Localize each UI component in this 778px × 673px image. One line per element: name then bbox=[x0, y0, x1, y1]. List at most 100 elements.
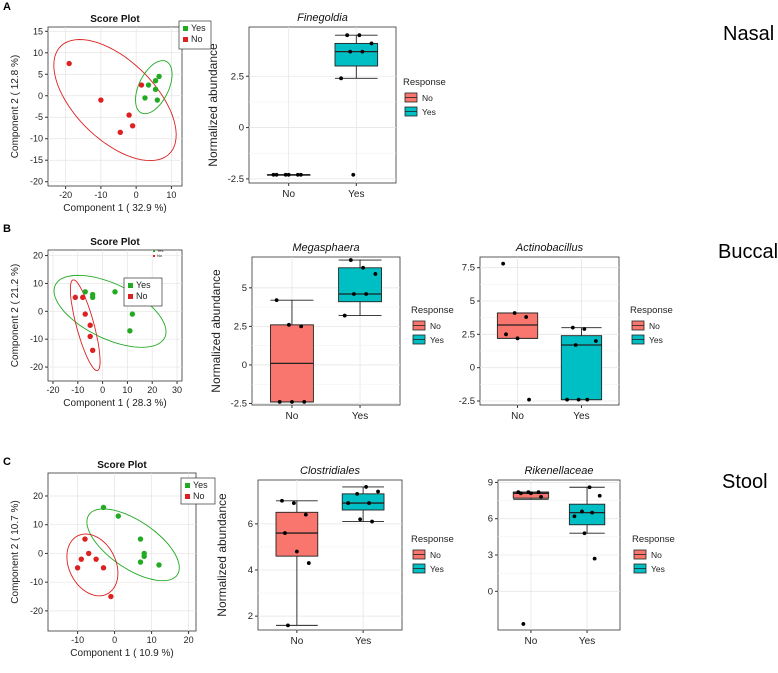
data-point-yes bbox=[141, 553, 147, 560]
y-tick-label: 0 bbox=[488, 586, 493, 597]
jitter-point bbox=[355, 491, 360, 496]
box-plot-clostridiales: 2 4 6 No Yes Clostridiales Normalized abundanc… bbox=[215, 465, 454, 647]
x-tick-label: No bbox=[286, 411, 299, 422]
y-tick-label: 7.5 bbox=[462, 263, 475, 274]
chart-title: Score Plot bbox=[97, 460, 147, 471]
data-point-yes bbox=[154, 97, 161, 103]
jitter-point bbox=[348, 49, 353, 54]
y-tick-label: -20 bbox=[30, 606, 43, 616]
y-tick-label: 2 bbox=[248, 611, 253, 622]
jitter-point bbox=[593, 339, 598, 343]
jitter-point bbox=[580, 509, 584, 514]
jitter-point bbox=[504, 332, 508, 337]
jitter-point bbox=[536, 490, 541, 494]
legend-title: Response bbox=[411, 534, 454, 545]
jitter-point bbox=[527, 397, 531, 402]
y-tick-label: 4 bbox=[248, 565, 253, 576]
y-axis-label: Component 2 ( 10.7 %) bbox=[10, 500, 21, 603]
jitter-point bbox=[294, 549, 299, 554]
jitter-point bbox=[298, 172, 303, 177]
data-point-no bbox=[78, 556, 85, 562]
data-point-no bbox=[100, 565, 107, 571]
y-tick-label: 3 bbox=[488, 550, 493, 561]
jitter-point bbox=[370, 519, 374, 524]
jitter-point bbox=[280, 498, 284, 503]
legend-label: Yes bbox=[651, 564, 665, 574]
jitter-point bbox=[524, 315, 529, 319]
jitter-point bbox=[291, 501, 296, 505]
jitter-point bbox=[592, 556, 597, 561]
jitter-point bbox=[303, 512, 308, 517]
jitter-point bbox=[597, 493, 602, 498]
x-tick-label: -10 bbox=[71, 635, 84, 645]
box-plot-actinobacillus: -2.5 0 2.5 5 7.5 No Yes Actinobacillus Response N… bbox=[459, 242, 673, 422]
y-tick-label: 2.5 bbox=[231, 71, 244, 82]
legend-label: No bbox=[651, 550, 662, 560]
jitter-point bbox=[283, 531, 287, 535]
legend-title: Response bbox=[411, 305, 454, 316]
data-point-no bbox=[66, 60, 72, 67]
legend-label: No bbox=[430, 321, 441, 331]
y-axis-label: Component 2 ( 12.8 %) bbox=[10, 55, 21, 158]
data-point-yes bbox=[145, 82, 152, 88]
jitter-point bbox=[369, 41, 374, 46]
data-point-no bbox=[89, 347, 96, 354]
jitter-point bbox=[357, 33, 362, 38]
legend-label: No bbox=[191, 34, 203, 44]
x-tick-label: No bbox=[511, 411, 524, 422]
jitter-point bbox=[512, 311, 517, 315]
jitter-point bbox=[286, 322, 291, 327]
chart-title: Rikenellaceae bbox=[524, 465, 593, 477]
data-point-yes bbox=[156, 73, 162, 80]
y-tick-label: -10 bbox=[30, 134, 43, 144]
data-point-no bbox=[126, 112, 132, 118]
y-tick-label: -2.5 bbox=[231, 398, 247, 409]
x-tick-label: Yes bbox=[573, 411, 589, 422]
legend-box bbox=[180, 477, 216, 505]
chart-title: Actinobacillus bbox=[515, 242, 584, 254]
mini-legend-label: No bbox=[157, 253, 163, 258]
jitter-point bbox=[364, 292, 369, 296]
confidence-ellipse-no bbox=[66, 533, 119, 597]
jitter-point bbox=[339, 76, 343, 81]
legend-label: No bbox=[422, 93, 433, 103]
plot-frame bbox=[47, 472, 197, 632]
legend-key-yes bbox=[185, 483, 190, 488]
box-plot-megasphaera: -2.5 0 2.5 5 No Yes Megasphaera Normalized abun… bbox=[209, 242, 454, 422]
data-point-no bbox=[87, 333, 93, 340]
jitter-point bbox=[345, 33, 350, 38]
legend-label: Yes bbox=[422, 107, 436, 117]
jitter-point bbox=[286, 172, 291, 177]
score-plot-buccal-score: -20 -10 0 10 20 30 -20 -10 0 10 20 Score Plot Compon… bbox=[10, 237, 183, 409]
jitter-point bbox=[565, 397, 569, 402]
y-tick-label: 10 bbox=[33, 48, 43, 58]
data-point-no bbox=[74, 565, 81, 571]
y-tick-label: 10 bbox=[33, 520, 43, 530]
y-tick-label: -20 bbox=[30, 362, 43, 372]
data-point-no bbox=[80, 294, 86, 301]
x-tick-label: 10 bbox=[122, 385, 132, 395]
y-tick-label: -10 bbox=[30, 334, 43, 344]
legend-label: Yes bbox=[430, 335, 444, 345]
y-tick-label: 10 bbox=[33, 278, 43, 288]
data-point-yes bbox=[137, 536, 144, 542]
chart-title: Clostridiales bbox=[300, 465, 360, 477]
data-point-yes bbox=[89, 291, 96, 298]
box-yes bbox=[341, 493, 385, 511]
x-tick-label: 20 bbox=[147, 385, 157, 395]
jitter-point bbox=[518, 491, 523, 496]
jitter-point bbox=[515, 336, 520, 341]
x-tick-label: 0 bbox=[100, 385, 105, 395]
y-tick-label: -5 bbox=[35, 112, 43, 122]
x-tick-label: No bbox=[282, 189, 295, 200]
y-tick-label: 0 bbox=[38, 91, 43, 101]
x-tick-label: No bbox=[290, 636, 303, 647]
data-point-no bbox=[117, 129, 123, 135]
panel-letter-b: B bbox=[3, 223, 11, 235]
jitter-point bbox=[277, 400, 282, 404]
y-tick-label: -2.5 bbox=[459, 396, 475, 407]
y-tick-label: 20 bbox=[33, 491, 43, 501]
x-axis-label: Component 1 ( 10.9 %) bbox=[70, 648, 173, 659]
y-tick-label: 5 bbox=[242, 283, 247, 294]
